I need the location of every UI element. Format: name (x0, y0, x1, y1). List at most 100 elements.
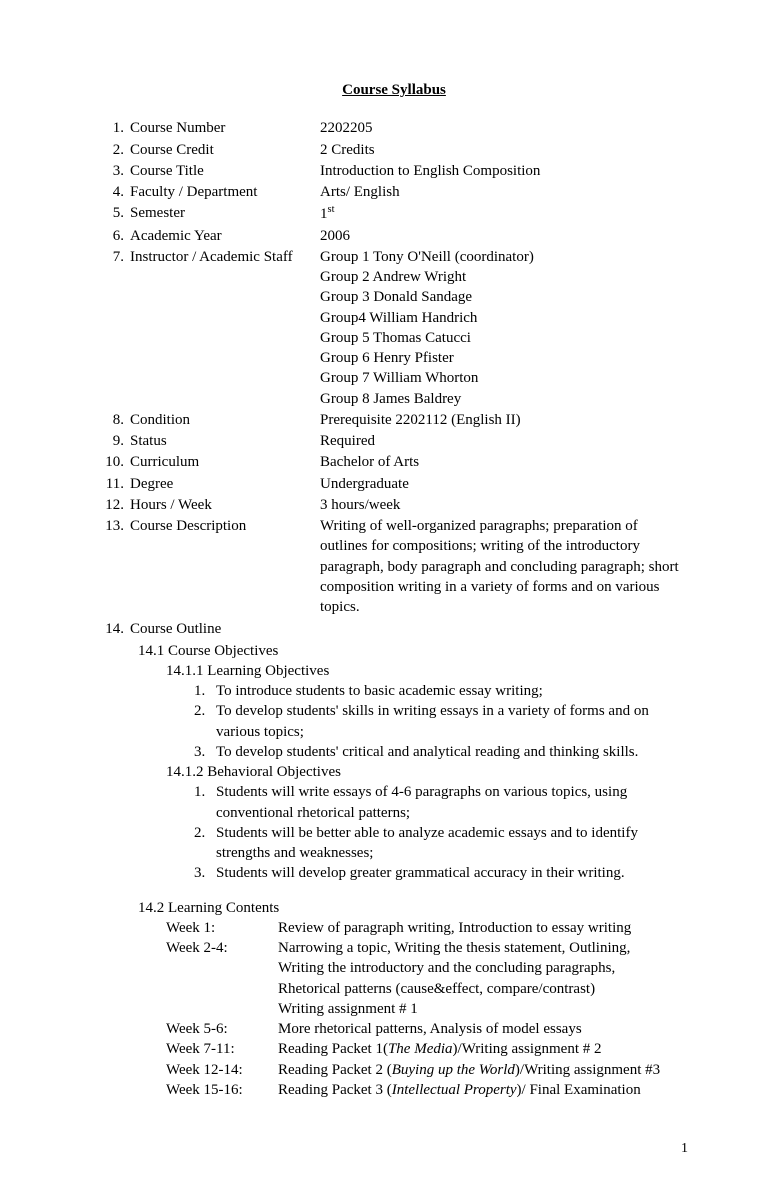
week-description: More rhetorical patterns, Analysis of mo… (278, 1019, 688, 1039)
objective-text: Students will be better able to analyze … (216, 823, 688, 864)
week-row: Week 5-6:More rhetorical patterns, Analy… (166, 1019, 688, 1039)
item-label: Academic Year (130, 226, 320, 246)
objective-item: 2.Students will be better able to analyz… (194, 823, 688, 864)
week-description: Narrowing a topic, Writing the thesis st… (278, 938, 688, 958)
item-label: Course Title (130, 161, 320, 181)
item-label: Course Description (130, 516, 320, 617)
item-value: Introduction to English Composition (320, 161, 688, 181)
item-value: Prerequisite 2202112 (English II) (320, 410, 688, 430)
item-number: 13. (100, 516, 130, 617)
week-label: Week 2-4: (166, 938, 278, 958)
item-number: 9. (100, 431, 130, 451)
item-label: Degree (130, 474, 320, 494)
item-number: 10. (100, 452, 130, 472)
weeks-list: Week 1: Review of paragraph writing, Int… (100, 918, 688, 1100)
item-label: Course Outline (130, 619, 221, 639)
value-line: Group 2 Andrew Wright (320, 267, 688, 287)
info-row: 6.Academic Year2006 (100, 226, 688, 246)
info-row: 4.Faculty / DepartmentArts/ English (100, 182, 688, 202)
week-row: Week 1: Review of paragraph writing, Int… (166, 918, 688, 938)
week-description: Review of paragraph writing, Introductio… (278, 918, 688, 938)
learning-contents-title: 14.2 Learning Contents (138, 898, 688, 918)
item-number: 3. (100, 161, 130, 181)
item-label: Faculty / Department (130, 182, 320, 202)
week-label: Week 1: (166, 918, 278, 938)
info-row: 8.ConditionPrerequisite 2202112 (English… (100, 410, 688, 430)
objective-number: 2. (194, 823, 216, 864)
info-row: 1.Course Number2202205 (100, 118, 688, 138)
week-label: Week 7-11: (166, 1039, 278, 1059)
objective-text: Students will write essays of 4-6 paragr… (216, 782, 688, 823)
objective-text: Students will develop greater grammatica… (216, 863, 688, 883)
course-outline-section: 14. Course Outline 14.1 Course Objective… (100, 619, 688, 1100)
behavioral-objectives-title: 14.1.2 Behavioral Objectives (166, 762, 688, 782)
item-number: 12. (100, 495, 130, 515)
objective-number: 1. (194, 782, 216, 823)
objective-text: To introduce students to basic academic … (216, 681, 688, 701)
item-number: 6. (100, 226, 130, 246)
item-value: Arts/ English (320, 182, 688, 202)
objective-number: 2. (194, 701, 216, 742)
objective-item: 1.To introduce students to basic academi… (194, 681, 688, 701)
item-value: 2 Credits (320, 140, 688, 160)
item-label: Semester (130, 203, 320, 224)
item-value: Writing of well-organized paragraphs; pr… (320, 516, 688, 617)
item-label: Status (130, 431, 320, 451)
info-row: 12.Hours / Week3 hours/week (100, 495, 688, 515)
week-description-continued: Writing the introductory and the conclud… (278, 958, 688, 978)
value-line: Group 6 Henry Pfister (320, 348, 688, 368)
info-row: 2.Course Credit2 Credits (100, 140, 688, 160)
item-value: Undergraduate (320, 474, 688, 494)
info-row: 11.DegreeUndergraduate (100, 474, 688, 494)
week-description: Reading Packet 3 (Intellectual Property)… (278, 1080, 688, 1100)
info-row: 7.Instructor / Academic StaffGroup 1 Ton… (100, 247, 688, 409)
objective-item: 2.To develop students' skills in writing… (194, 701, 688, 742)
item-value: Bachelor of Arts (320, 452, 688, 472)
week-label: Week 12-14: (166, 1060, 278, 1080)
value-line: Group 5 Thomas Catucci (320, 328, 688, 348)
objective-item: 1.Students will write essays of 4-6 para… (194, 782, 688, 823)
value-line: Group 7 William Whorton (320, 368, 688, 388)
objective-text: To develop students' critical and analyt… (216, 742, 688, 762)
objective-item: 3.To develop students' critical and anal… (194, 742, 688, 762)
item-number: 7. (100, 247, 130, 409)
course-info-list: 1.Course Number22022052.Course Credit2 C… (100, 118, 688, 617)
objective-item: 3.Students will develop greater grammati… (194, 863, 688, 883)
item-value: Required (320, 431, 688, 451)
learning-contents-section: 14.2 Learning Contents Week 1: Review of… (100, 898, 688, 1101)
item-value: 3 hours/week (320, 495, 688, 515)
item-label: Hours / Week (130, 495, 320, 515)
item-label: Condition (130, 410, 320, 430)
item-number: 14. (100, 619, 130, 639)
value-line: Group4 William Handrich (320, 308, 688, 328)
behavioral-objectives-list: 1.Students will write essays of 4-6 para… (100, 782, 688, 883)
item-value: Group 1 Tony O'Neill (coordinator)Group … (320, 247, 688, 409)
page-number: 1 (100, 1140, 688, 1159)
week-description-continued: Writing assignment # 1 (278, 999, 688, 1019)
item-number: 5. (100, 203, 130, 224)
info-row: 3.Course TitleIntroduction to English Co… (100, 161, 688, 181)
week-row: Week 2-4:Narrowing a topic, Writing the … (166, 938, 688, 958)
week-description: Reading Packet 1(The Media)/Writing assi… (278, 1039, 688, 1059)
item-label: Curriculum (130, 452, 320, 472)
item-label: Instructor / Academic Staff (130, 247, 320, 409)
week-row: Week 7-11:Reading Packet 1(The Media)/Wr… (166, 1039, 688, 1059)
item-number: 1. (100, 118, 130, 138)
objective-number: 1. (194, 681, 216, 701)
info-row: 9.StatusRequired (100, 431, 688, 451)
item-label: Course Credit (130, 140, 320, 160)
value-line: Group 8 James Baldrey (320, 389, 688, 409)
item-value: 2006 (320, 226, 688, 246)
info-row: 10.CurriculumBachelor of Arts (100, 452, 688, 472)
info-row: 13.Course DescriptionWriting of well-org… (100, 516, 688, 617)
learning-objectives-list: 1.To introduce students to basic academi… (100, 681, 688, 762)
value-line: Group 1 Tony O'Neill (coordinator) (320, 247, 688, 267)
week-row: Week 12-14:Reading Packet 2 (Buying up t… (166, 1060, 688, 1080)
item-number: 2. (100, 140, 130, 160)
course-objectives-title: 14.1 Course Objectives (138, 641, 688, 661)
item-label: Course Number (130, 118, 320, 138)
document-title: Course Syllabus (100, 80, 688, 100)
objective-text: To develop students' skills in writing e… (216, 701, 688, 742)
item-number: 8. (100, 410, 130, 430)
info-row: 5.Semester1st (100, 203, 688, 224)
